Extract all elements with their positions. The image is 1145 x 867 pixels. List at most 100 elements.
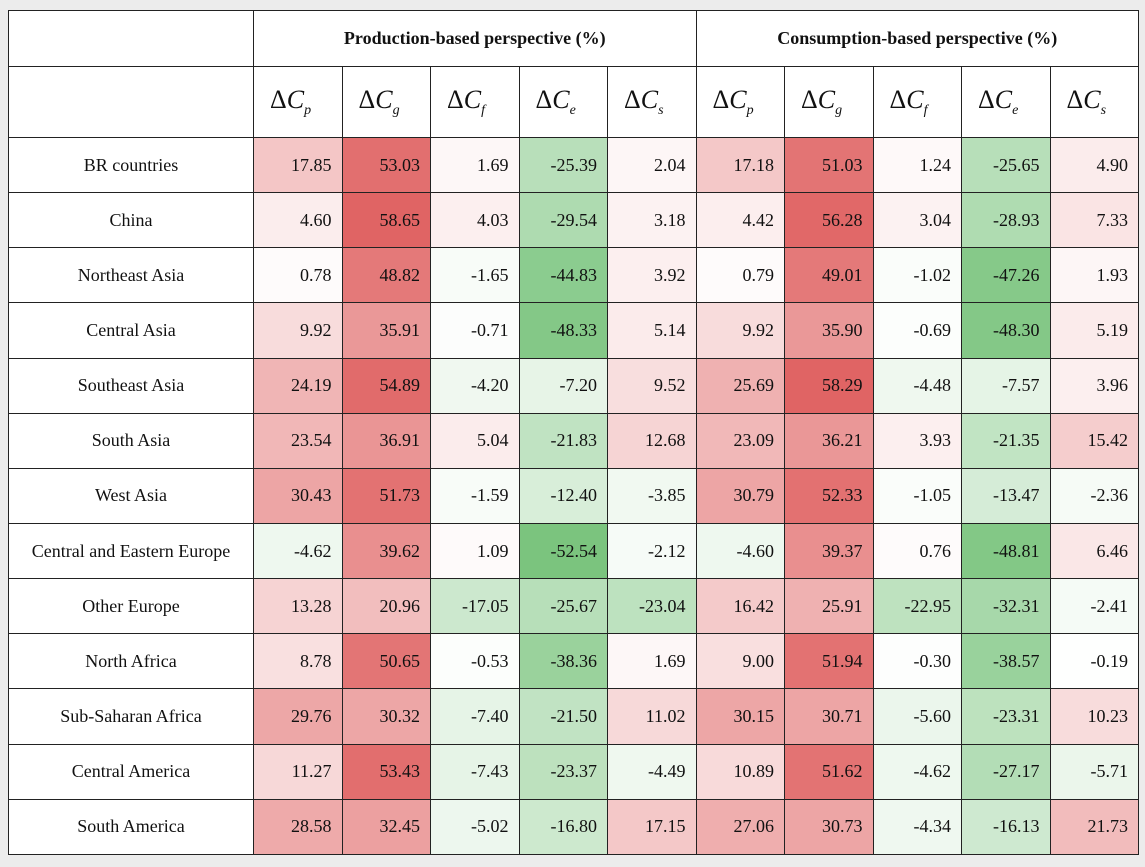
consumption-value-cell: -4.34 xyxy=(872,798,962,856)
consumption-value-cell: 4.42 xyxy=(695,192,785,249)
consumption-value-cell: -7.57 xyxy=(961,357,1051,414)
production-value-cell: -5.02 xyxy=(430,798,520,856)
consumption-value-cell: 36.21 xyxy=(784,412,874,469)
table-row: Southeast Asia 24.19 54.89 -4.20 -7.20 9.52 25… xyxy=(8,357,1139,414)
consumption-value-cell: 17.18 xyxy=(695,136,785,194)
production-value-cell: 17.15 xyxy=(607,798,697,856)
production-value-cell: 9.52 xyxy=(607,357,697,414)
production-value-cell: -7.43 xyxy=(430,743,520,800)
production-value-cell: 17.85 xyxy=(253,136,343,194)
production-value-cell: -4.62 xyxy=(253,522,343,580)
consumption-value-cell: 10.23 xyxy=(1049,688,1139,745)
consumption-value-cell: -22.95 xyxy=(872,578,962,635)
consumption-value-cell: 35.90 xyxy=(784,302,874,359)
consumption-value-cell: 5.19 xyxy=(1049,302,1139,359)
production-value-cell: 2.04 xyxy=(607,136,697,194)
consumption-value-cell: 15.42 xyxy=(1049,412,1139,469)
production-value-cell: 35.91 xyxy=(341,302,431,359)
production-value-cell: 50.65 xyxy=(341,633,431,690)
production-value-cell: -48.33 xyxy=(518,302,608,359)
consumption-value-cell: -48.81 xyxy=(961,522,1051,580)
consumption-symbol-p: ΔCp xyxy=(695,66,785,138)
production-value-cell: -52.54 xyxy=(518,522,608,580)
production-value-cell: -21.83 xyxy=(518,412,608,469)
region-label: BR countries xyxy=(8,136,254,194)
production-value-cell: -25.39 xyxy=(518,136,608,194)
consumption-value-cell: 52.33 xyxy=(784,467,874,524)
table-row: Sub-Saharan Africa 29.76 30.32 -7.40 -21.50 1… xyxy=(8,688,1139,745)
consumption-value-cell: 49.01 xyxy=(784,247,874,304)
production-value-cell: 9.92 xyxy=(253,302,343,359)
production-symbol-g: ΔCg xyxy=(341,66,431,138)
consumption-value-cell: 0.76 xyxy=(872,522,962,580)
production-symbol-s: ΔCs xyxy=(607,66,697,138)
consumption-value-cell: -21.35 xyxy=(961,412,1051,469)
region-label: West Asia xyxy=(8,467,254,524)
table-row: South Asia 23.54 36.91 5.04 -21.83 12.68 23.09… xyxy=(8,412,1139,469)
production-value-cell: -1.65 xyxy=(430,247,520,304)
production-value-cell: 23.54 xyxy=(253,412,343,469)
production-value-cell: 28.58 xyxy=(253,798,343,856)
consumption-value-cell: 7.33 xyxy=(1049,192,1139,249)
region-label: Central and Eastern Europe xyxy=(8,522,254,580)
consumption-value-cell: 51.03 xyxy=(784,136,874,194)
consumption-value-cell: 0.79 xyxy=(695,247,785,304)
table-row: Northeast Asia 0.78 48.82 -1.65 -44.83 3.92 0.… xyxy=(8,247,1139,304)
consumption-symbol-s: ΔCs xyxy=(1049,66,1139,138)
production-value-cell: 54.89 xyxy=(341,357,431,414)
production-value-cell: 29.76 xyxy=(253,688,343,745)
production-value-cell: -23.37 xyxy=(518,743,608,800)
consumption-value-cell: 25.69 xyxy=(695,357,785,414)
production-value-cell: 11.27 xyxy=(253,743,343,800)
production-value-cell: 39.62 xyxy=(341,522,431,580)
consumption-value-cell: 30.15 xyxy=(695,688,785,745)
consumption-value-cell: 10.89 xyxy=(695,743,785,800)
consumption-value-cell: 6.46 xyxy=(1049,522,1139,580)
consumption-value-cell: 30.73 xyxy=(784,798,874,856)
consumption-value-cell: 1.24 xyxy=(872,136,962,194)
consumption-value-cell: 3.96 xyxy=(1049,357,1139,414)
production-symbol-f: ΔCf xyxy=(430,66,520,138)
consumption-value-cell: -0.19 xyxy=(1049,633,1139,690)
production-value-cell: 3.18 xyxy=(607,192,697,249)
consumption-value-cell: -4.60 xyxy=(695,522,785,580)
consumption-value-cell: 30.79 xyxy=(695,467,785,524)
region-label: South Asia xyxy=(8,412,254,469)
region-label: Sub-Saharan Africa xyxy=(8,688,254,745)
consumption-value-cell: 30.71 xyxy=(784,688,874,745)
consumption-value-cell: -47.26 xyxy=(961,247,1051,304)
production-value-cell: -21.50 xyxy=(518,688,608,745)
consumption-value-cell: 23.09 xyxy=(695,412,785,469)
production-value-cell: -0.71 xyxy=(430,302,520,359)
table-frame: Production-based perspective (%) Consump… xyxy=(8,10,1139,856)
production-value-cell: 53.03 xyxy=(341,136,431,194)
production-value-cell: -1.59 xyxy=(430,467,520,524)
production-value-cell: 5.14 xyxy=(607,302,697,359)
production-value-cell: -44.83 xyxy=(518,247,608,304)
consumption-value-cell: -0.30 xyxy=(872,633,962,690)
corner-cell-2 xyxy=(8,66,254,138)
table-row: Central and Eastern Europe -4.62 39.62 1.09… xyxy=(8,522,1139,580)
consumption-value-cell: 25.91 xyxy=(784,578,874,635)
consumption-value-cell: 9.00 xyxy=(695,633,785,690)
results-table: Production-based perspective (%) Consump… xyxy=(8,10,1139,856)
region-label: Central America xyxy=(8,743,254,800)
consumption-value-cell: -1.05 xyxy=(872,467,962,524)
consumption-value-cell: -5.71 xyxy=(1049,743,1139,800)
consumption-value-cell: 1.93 xyxy=(1049,247,1139,304)
consumption-value-cell: 51.94 xyxy=(784,633,874,690)
production-value-cell: 1.69 xyxy=(607,633,697,690)
production-value-cell: -29.54 xyxy=(518,192,608,249)
production-value-cell: 53.43 xyxy=(341,743,431,800)
production-value-cell: -3.85 xyxy=(607,467,697,524)
production-value-cell: 58.65 xyxy=(341,192,431,249)
production-value-cell: -4.49 xyxy=(607,743,697,800)
production-symbol-p: ΔCp xyxy=(253,66,343,138)
production-value-cell: 36.91 xyxy=(341,412,431,469)
consumption-value-cell: -27.17 xyxy=(961,743,1051,800)
table-row: South America 28.58 32.45 -5.02 -16.80 17.15 2… xyxy=(8,798,1139,856)
production-value-cell: -7.40 xyxy=(430,688,520,745)
consumption-value-cell: 27.06 xyxy=(695,798,785,856)
consumption-value-cell: -48.30 xyxy=(961,302,1051,359)
consumption-value-cell: -2.36 xyxy=(1049,467,1139,524)
